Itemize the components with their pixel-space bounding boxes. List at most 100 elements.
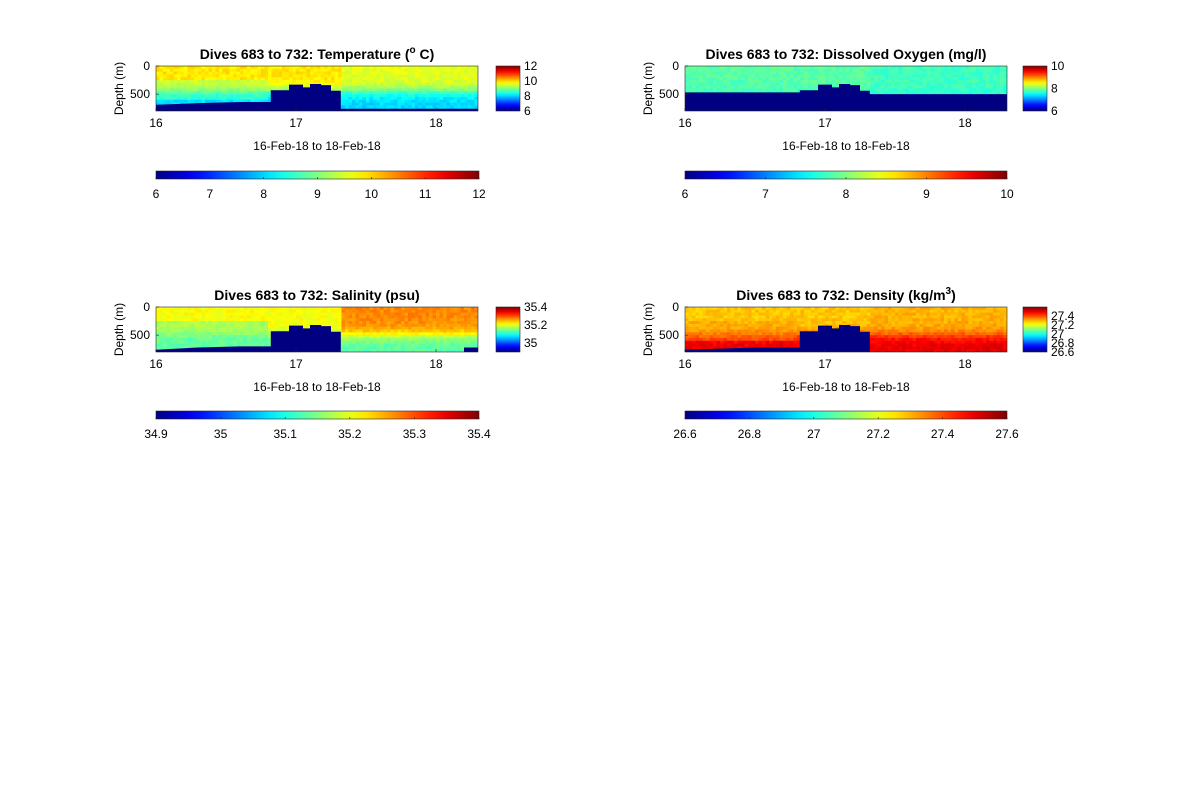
heatmap-cell: [205, 318, 210, 322]
heatmap-cell: [933, 88, 938, 92]
heatmap-cell: [159, 323, 164, 328]
heatmap-cell: [786, 307, 791, 311]
heatmap-cell: [958, 91, 963, 95]
heatmap-cell: [446, 335, 451, 339]
heatmap-cell: [296, 80, 301, 84]
heatmap-cell: [702, 77, 707, 81]
heatmap-cell: [968, 66, 973, 70]
heatmap-cell: [811, 71, 816, 76]
heatmap-cell: [758, 343, 763, 347]
heatmap-cell: [944, 77, 949, 81]
heatmap-cell: [926, 88, 931, 92]
heatmap-cell: [341, 307, 346, 311]
heatmap-cell: [776, 66, 781, 70]
heatmap-cell: [884, 74, 889, 78]
heatmap-cell: [257, 66, 262, 70]
heatmap-cell: [394, 349, 399, 352]
heatmap-cell: [373, 326, 378, 331]
heatmap-cell: [839, 80, 844, 84]
heatmap-cell: [215, 91, 220, 95]
heatmap-cell: [380, 85, 385, 90]
heatmap-cell: [422, 349, 427, 352]
heatmap-cell: [769, 312, 774, 317]
heatmap-cell: [450, 346, 455, 350]
heatmap-cell: [786, 82, 791, 87]
heatmap-cell: [877, 82, 882, 87]
heatmap-cell: [762, 343, 767, 347]
heatmap-cell: [173, 335, 178, 339]
heatmap-cell: [888, 88, 893, 92]
heatmap-cell: [156, 321, 161, 325]
heatmap-cell: [905, 74, 910, 78]
heatmap-cell: [387, 335, 392, 339]
heatmap-cell: [870, 80, 875, 84]
heatmap-cell: [818, 68, 823, 73]
heatmap-cell: [692, 71, 697, 76]
heatmap-cell: [229, 326, 234, 331]
heatmap-cell: [727, 312, 732, 317]
heatmap-cell: [439, 346, 444, 350]
heatmap-cell: [947, 66, 952, 70]
heatmap-cell: [842, 80, 847, 84]
heatmap-cell: [205, 340, 210, 345]
heatmap-cell: [390, 96, 395, 101]
heatmap-cell: [825, 80, 830, 84]
heatmap-cell: [755, 68, 760, 73]
heatmap-cell: [401, 321, 406, 325]
heatmap-cell: [166, 335, 171, 339]
heatmap-cell: [439, 96, 444, 101]
heatmap-cell: [387, 88, 392, 92]
heatmap-cell: [895, 88, 900, 92]
heatmap-cell: [842, 77, 847, 81]
heatmap-cell: [404, 85, 409, 90]
heatmap-cell: [373, 307, 378, 311]
heatmap-cell: [776, 343, 781, 347]
heatmap-cell: [464, 321, 469, 325]
heatmap-cell: [755, 77, 760, 81]
heatmap-cell: [282, 323, 287, 328]
heatmap-cell: [471, 329, 476, 333]
heatmap-cell: [250, 332, 255, 336]
heatmap-cell: [716, 343, 721, 347]
heatmap-cell: [306, 74, 311, 78]
heatmap-cell: [723, 71, 728, 76]
heatmap-cell: [968, 82, 973, 87]
heatmap-cell: [888, 74, 893, 78]
heatmap-cell: [296, 71, 301, 76]
heatmap-cell: [436, 68, 441, 73]
heatmap-cell: [940, 91, 945, 95]
heatmap-cell: [247, 312, 252, 317]
heatmap-cell: [951, 74, 956, 78]
heatmap-cell: [390, 307, 395, 311]
heatmap-cell: [194, 323, 199, 328]
heatmap-cell: [184, 94, 189, 98]
heatmap-cell: [222, 66, 227, 70]
heatmap-cell: [881, 71, 886, 76]
heatmap-cell: [751, 329, 756, 333]
heatmap-cell: [219, 312, 224, 317]
heatmap-cell: [233, 340, 238, 345]
heatmap-cell: [986, 71, 991, 76]
heatmap-cell: [723, 82, 728, 87]
heatmap-cell: [303, 85, 308, 90]
heatmap-cell: [198, 335, 203, 339]
heatmap-cell: [439, 91, 444, 95]
heatmap-cell: [240, 312, 245, 317]
heatmap-cell: [439, 315, 444, 319]
heatmap-cell: [163, 80, 168, 84]
heatmap-cell: [769, 337, 774, 342]
heatmap-cell: [243, 337, 248, 342]
heatmap-cell: [254, 337, 259, 342]
heatmap-cell: [264, 309, 269, 314]
heatmap-cell: [723, 323, 728, 328]
heatmap-cell: [453, 82, 458, 87]
heatmap-cell: [366, 307, 371, 311]
heatmap-cell: [965, 88, 970, 92]
heatmap-cell: [961, 85, 966, 90]
heatmap-cell: [415, 71, 420, 76]
heatmap-cell: [989, 68, 994, 73]
heatmap-cell: [369, 340, 374, 345]
heatmap-cell: [369, 312, 374, 317]
heatmap-cell: [327, 323, 332, 328]
